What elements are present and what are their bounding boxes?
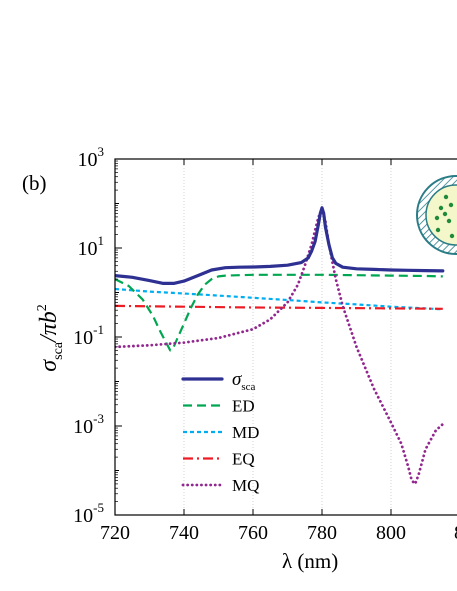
series-line-eq (115, 304, 443, 310)
inset-dot-2 (446, 218, 452, 224)
series-line-mq (115, 209, 445, 486)
y-tick-label-4: 10-5 (73, 500, 104, 527)
vertical-grid (183, 159, 392, 515)
y-axis-label-rest: /πb (36, 311, 62, 344)
x-axis-label: λ (nm) (282, 549, 338, 573)
series-line-ed (115, 273, 443, 352)
legend-label-mq: MQ (232, 476, 259, 495)
plot-frame (114, 158, 457, 516)
x-tick-label-5: 8 (454, 522, 457, 544)
series-line-md (115, 287, 443, 311)
inset-dot-6 (434, 215, 440, 221)
panel-label: (b) (22, 171, 47, 195)
nanoparticle-inset-icon (416, 175, 457, 255)
y-axis-label-sub: sca (51, 341, 66, 360)
x-tick-label-0: 720 (100, 522, 130, 544)
series-line-sigma-sca (115, 206, 445, 285)
inset-dot-5 (442, 211, 448, 217)
inset-dot-7 (448, 202, 454, 208)
y-tick-label-1: 101 (78, 233, 105, 260)
legend-label-eq: EQ (232, 450, 255, 469)
axes-ticks (114, 158, 392, 516)
x-tick-label-1: 740 (169, 522, 199, 544)
legend-label-md: MD (232, 423, 259, 442)
y-tick-label-2: 10-1 (73, 322, 104, 349)
inset-dot-1 (438, 205, 444, 211)
plot-area (115, 175, 457, 486)
inset-dot-0 (443, 194, 449, 200)
legend: σsca ED MD EQ MQ (181, 369, 259, 495)
y-axis-label-sup: 2 (35, 304, 50, 311)
series-layer (115, 206, 445, 486)
y-axis-label-sigma: σ (36, 359, 62, 372)
y-tick-labels: 103 101 10-1 10-3 10-5 (73, 144, 104, 527)
y-axis-label: σsca/πb2 (35, 304, 66, 371)
y-tick-label-0: 103 (78, 144, 105, 171)
x-tick-label-2: 760 (238, 522, 268, 544)
x-tick-labels: 720 740 760 780 800 8 (100, 522, 457, 544)
legend-label-ed: ED (232, 397, 255, 416)
inset-dots (434, 194, 455, 239)
inset-dot-4 (449, 233, 455, 239)
legend-label-sigma-sca: σsca (232, 369, 256, 393)
x-tick-label-4: 800 (376, 522, 406, 544)
x-tick-label-3: 780 (307, 522, 337, 544)
inset-dot-3 (435, 227, 441, 233)
y-tick-label-3: 10-3 (73, 411, 104, 438)
